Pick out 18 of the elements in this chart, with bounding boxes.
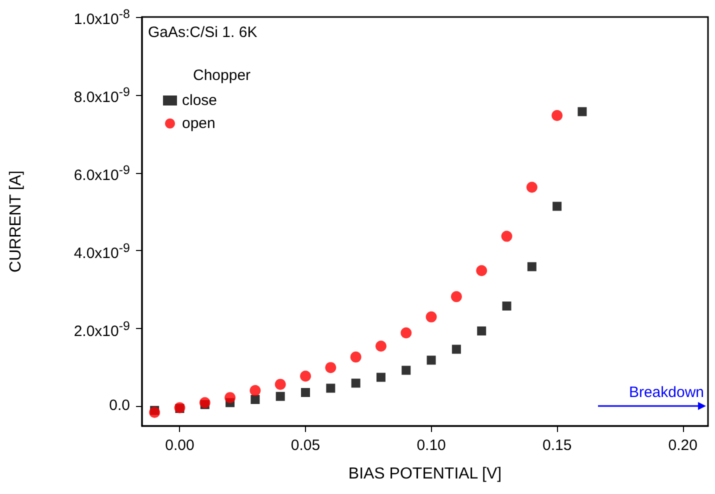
x-tick-label: 0.10 [416, 437, 446, 454]
x-axis-title: BIAS POTENTIAL [V] [348, 466, 502, 482]
y-axis-title: CURRENT [A] [8, 170, 24, 272]
x-tick-label: 0.05 [290, 437, 320, 454]
legend-label: open [182, 115, 216, 132]
y-tick-label: 8.0x10$^{-9}$ [74, 84, 130, 106]
x-tick-label: 0.20 [668, 437, 698, 454]
legend-title: Chopper [193, 67, 251, 84]
y-tick-label: 2.0x10$^{-9}$ [74, 318, 130, 340]
x-tick-label: 0.00 [165, 437, 194, 454]
y-tick-label: 1.0x10$^{-8}$ [74, 7, 130, 28]
chart-title: GaAs:C/Si 1. 6K [148, 24, 258, 41]
y-tick-label: 0.0 [109, 396, 130, 416]
y-tick-label: 6.0x10$^{-9}$ [74, 162, 130, 184]
legend-label: close [182, 92, 218, 109]
x-tick-label: 0.15 [542, 437, 572, 454]
y-tick-label: 4.0x10$^{-9}$ [74, 240, 130, 262]
annotation: Breakdown [628, 384, 704, 401]
